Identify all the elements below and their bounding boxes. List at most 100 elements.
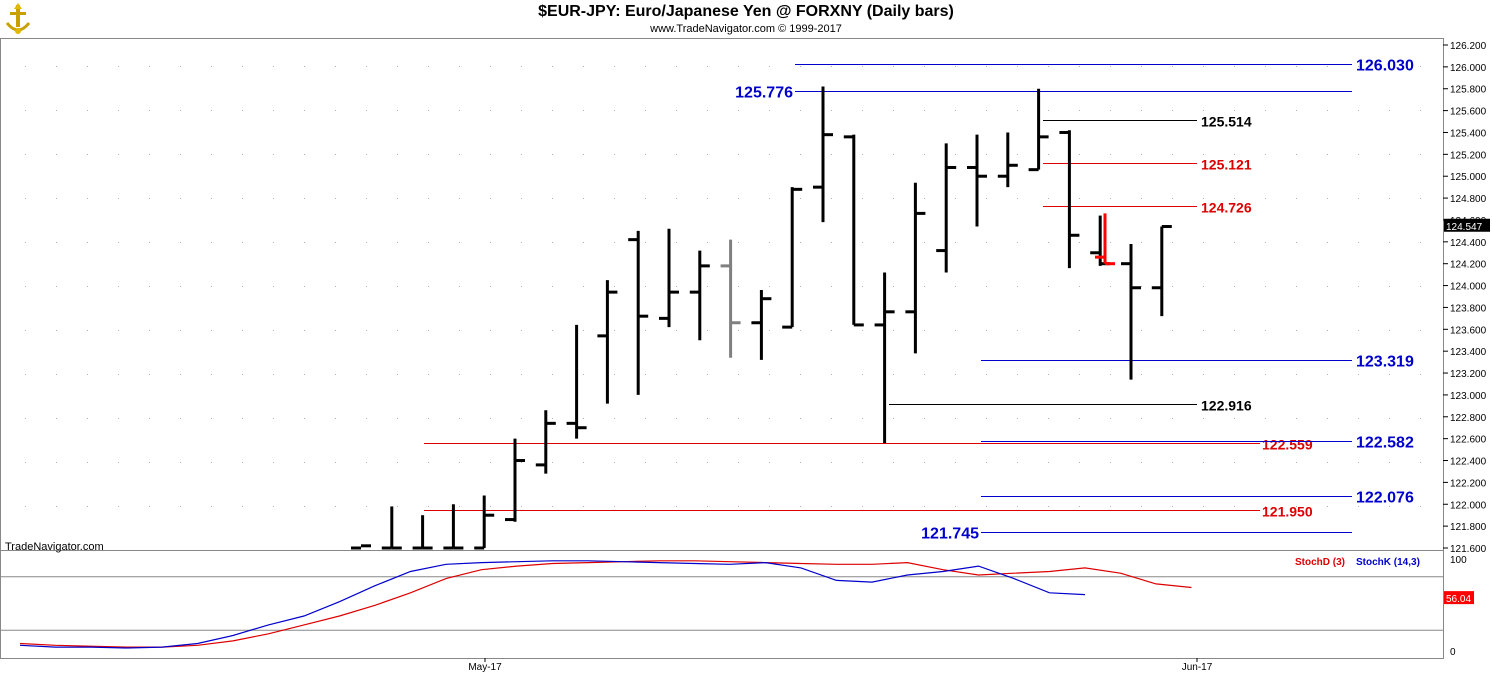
grid-dot [304, 506, 305, 507]
grid-dot [893, 154, 894, 155]
level-label: 122.916 [1201, 398, 1252, 414]
grid-dot [924, 462, 925, 463]
grid-dot [862, 242, 863, 243]
stoch-series-line [19, 560, 1086, 649]
grid-dot [118, 242, 119, 243]
grid-dot [1079, 110, 1080, 111]
grid-dot [180, 286, 181, 287]
grid-dot [242, 242, 243, 243]
level-label: 122.076 [1356, 490, 1414, 507]
grid-dot [459, 286, 460, 287]
stoch-d-legend: StochD (3) [1295, 557, 1345, 568]
grid-dot [800, 286, 801, 287]
grid-dot [738, 374, 739, 375]
grid-dot [1296, 198, 1297, 199]
grid-dot [273, 198, 274, 199]
grid-dot [552, 462, 553, 463]
grid-dot [862, 506, 863, 507]
grid-dot [862, 286, 863, 287]
grid-dot [738, 154, 739, 155]
grid-dot [893, 110, 894, 111]
grid-dot [862, 462, 863, 463]
grid-dot [273, 242, 274, 243]
grid-dot [1141, 418, 1142, 419]
grid-dot [1017, 506, 1018, 507]
grid-dot [1234, 506, 1235, 507]
grid-dot [831, 154, 832, 155]
grid-dot [614, 242, 615, 243]
grid-dot [800, 374, 801, 375]
grid-dot [676, 418, 677, 419]
grid-dot [118, 154, 119, 155]
grid-dot [831, 198, 832, 199]
grid-dot [242, 66, 243, 67]
grid-dot [1110, 110, 1111, 111]
grid-dot [1017, 462, 1018, 463]
grid-dot [366, 198, 367, 199]
grid-dot [1389, 506, 1390, 507]
grid-dot [211, 462, 212, 463]
grid-dot [1017, 198, 1018, 199]
grid-dot [1110, 374, 1111, 375]
grid-dot [893, 418, 894, 419]
grid-dot [118, 286, 119, 287]
grid-dot [273, 154, 274, 155]
y-tick-label: 125.600 [1450, 107, 1487, 118]
grid-dot [397, 506, 398, 507]
grid-dot [1048, 506, 1049, 507]
grid-dot [87, 66, 88, 67]
grid-dot [25, 154, 26, 155]
grid-dot [242, 330, 243, 331]
grid-dot [893, 374, 894, 375]
grid-dot [1296, 154, 1297, 155]
ohlc-bar [1121, 244, 1141, 380]
grid-dot [1079, 330, 1080, 331]
grid-dot [1141, 110, 1142, 111]
grid-dot [986, 198, 987, 199]
ohlc-bar [628, 230, 649, 395]
grid-dot [800, 242, 801, 243]
grid-dot [800, 462, 801, 463]
grid-dot [25, 462, 26, 463]
grid-dot [335, 374, 336, 375]
grid-dot [1172, 330, 1173, 331]
grid-dot [1017, 286, 1018, 287]
grid-dot [1296, 330, 1297, 331]
grid-dot [769, 242, 770, 243]
grid-dot [397, 198, 398, 199]
grid-dot [490, 66, 491, 67]
chart-subtitle: www.TradeNavigator.com © 1999-2017 [650, 23, 842, 35]
grid-dot [924, 506, 925, 507]
grid-dot [87, 506, 88, 507]
grid-dot [1358, 198, 1359, 199]
grid-dot [180, 198, 181, 199]
grid-dot [1296, 242, 1297, 243]
stoch-last-label: 56.04 [1446, 594, 1471, 605]
ohlc-bar [1059, 130, 1080, 269]
grid-dot [1234, 66, 1235, 67]
grid-dot [335, 66, 336, 67]
grid-dot [366, 418, 367, 419]
grid-dot [335, 286, 336, 287]
grid-dot [1389, 374, 1390, 375]
grid-dot [1141, 198, 1142, 199]
grid-dot [242, 286, 243, 287]
grid-dot [1327, 110, 1328, 111]
grid-dot [1265, 374, 1266, 375]
grid-dot [521, 462, 522, 463]
grid-dot [1389, 66, 1390, 67]
grid-dot [1048, 462, 1049, 463]
grid-dot [1048, 418, 1049, 419]
chart-frame [0, 38, 1444, 659]
grid-dot [707, 330, 708, 331]
grid-dot [583, 506, 584, 507]
grid-dot [428, 66, 429, 67]
grid-dot [428, 242, 429, 243]
grid-dot [1358, 154, 1359, 155]
grid-dot [366, 374, 367, 375]
grid-dot [25, 330, 26, 331]
grid-dot [955, 418, 956, 419]
grid-dot [1420, 462, 1421, 463]
ohlc-bar [843, 134, 864, 327]
grid-dot [1079, 418, 1080, 419]
